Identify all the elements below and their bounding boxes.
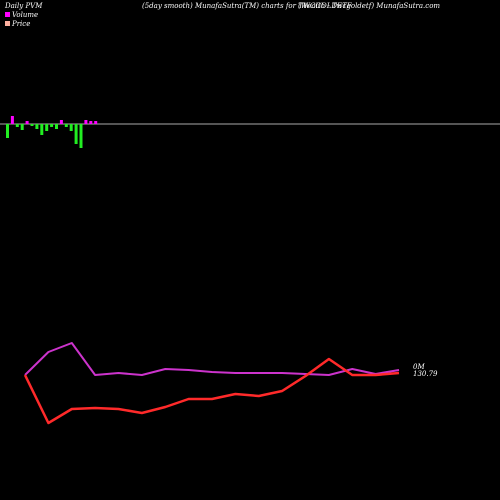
price-line: [23, 357, 400, 425]
volume-bar: [15, 124, 19, 127]
volume-bar: [6, 124, 9, 138]
volume-bar: [25, 121, 29, 124]
legend-price: Price: [5, 19, 38, 28]
legend-volume-swatch: [5, 12, 10, 17]
volume-bar: [20, 124, 24, 130]
zero-label: 0M: [413, 363, 425, 371]
volume-bar: [59, 120, 63, 124]
legend-volume-label: Volume: [12, 10, 39, 19]
legend-price-label: Price: [12, 19, 31, 28]
price-label: 130.79: [413, 370, 438, 378]
volume-bar: [74, 124, 78, 144]
chart-header-center: (5day smooth) MunafaSutra(TM) charts for…: [142, 2, 352, 10]
legend-price-swatch: [5, 21, 10, 26]
volume-bar: [94, 121, 98, 124]
volume-bar: [45, 124, 49, 131]
volume-bars: [6, 116, 98, 148]
volume-bar: [50, 124, 54, 127]
volume-bar: [79, 124, 83, 148]
volume-bar: [35, 124, 39, 129]
volume-bar: [84, 120, 88, 124]
volume-bar: [69, 124, 73, 131]
volume-bar: [30, 124, 34, 126]
volume-bar: [64, 124, 68, 127]
volume-bar: [55, 124, 58, 129]
volume-bar: [10, 116, 14, 124]
chart-legend: Volume Price: [5, 10, 38, 28]
volume-bar: [40, 124, 44, 135]
price-lines: [23, 342, 400, 425]
chart-header-left: Daily PVM: [5, 2, 43, 10]
legend-volume: Volume: [5, 10, 38, 19]
volume-bar: [89, 121, 93, 124]
chart-header-right: (Wealth - Twcgoldetf) MunafaSutra.com: [298, 2, 441, 10]
volume-line: [24, 342, 400, 376]
